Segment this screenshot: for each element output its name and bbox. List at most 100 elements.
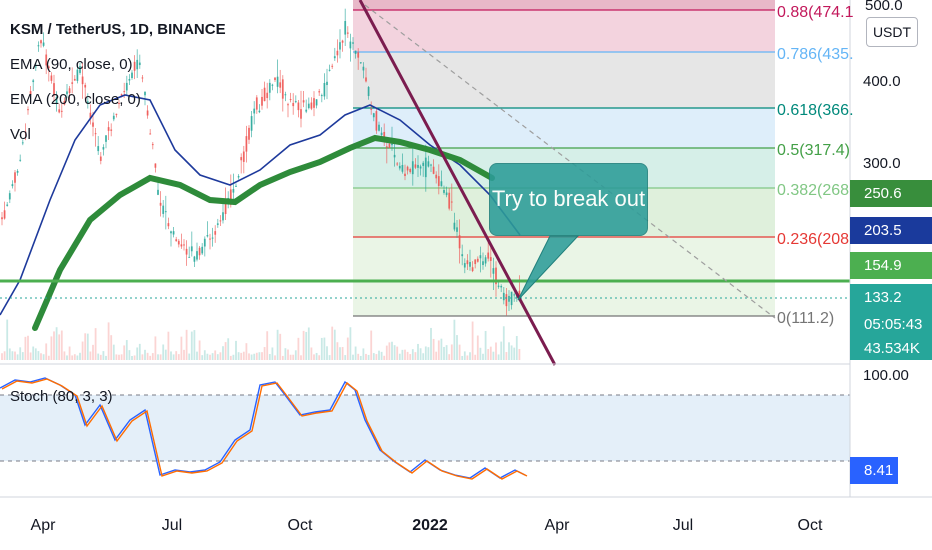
volume-bar [81,341,84,360]
badge-stoch-value: 8.41 [850,457,898,484]
candle-body [34,66,37,68]
candle-body [201,246,204,254]
volume-bar [489,346,492,360]
volume-bar [219,352,222,360]
volume-bar [320,337,323,360]
volume-bar [443,346,445,360]
volume-bar [406,351,409,360]
volume-bar [198,340,201,360]
fib-zone-0 [353,10,775,52]
volume-bar [435,351,438,360]
fib-zone-1 [353,52,775,108]
fib-label-2: 0.618(366. [777,102,854,119]
volume-bar [474,354,477,360]
volume-bar [151,353,154,360]
volume-bar [235,340,237,360]
candle-body [289,99,292,101]
candle-body [482,261,484,266]
candle-body [489,257,492,261]
candle-body [107,127,110,131]
volume-bar [3,351,6,360]
candle-body [40,40,42,44]
candle-body [505,294,508,307]
volume-bar [164,349,167,360]
volume-bar [430,327,432,360]
volume-bar [518,348,521,360]
candle-body [359,62,362,64]
candle-body [248,127,250,140]
candle-body [370,108,373,110]
volume-bar [94,328,97,360]
volume-bar [42,354,45,360]
candle-body [271,84,274,86]
candle-body [105,135,107,142]
volume-bar [440,338,443,360]
candle-body [422,162,425,166]
volume-bar [144,349,146,360]
volume-bar [222,346,224,360]
volume-bar [133,355,136,360]
candle-body [513,294,516,296]
stoch-d-line [1,378,528,480]
candle-body [8,193,11,200]
volume-bar [328,355,331,360]
currency-button[interactable]: USDT [866,17,918,47]
volume-bar [203,350,206,360]
candle-body [461,254,464,257]
candle-body [128,79,131,81]
volume-bar [120,354,123,360]
ema-200-line [32,134,495,331]
volume-bar [227,338,230,360]
candle-body [172,231,175,235]
candle-body [175,239,178,242]
volume-bar [362,348,365,360]
candle-body [440,181,443,187]
candle-body [354,50,357,54]
volume-bars [1,319,521,360]
candle-body [151,144,154,146]
fib-label-1: 0.786(435. [777,46,854,63]
volume-bar [209,354,211,360]
volume-bar [352,354,354,360]
candle-body [214,231,217,235]
volume-bar [307,327,310,360]
candle-body [331,65,334,67]
candle-body [237,176,240,178]
volume-bar [318,355,321,360]
candle-body [300,109,302,119]
volume-bar [138,343,141,360]
volume-bar [515,336,518,360]
volume-bar [432,338,435,360]
candle-body [310,102,313,109]
volume-bar [297,337,300,360]
volume-bar [11,351,14,360]
volume-bar [237,352,240,360]
candle-body [123,91,126,93]
stoch-band [0,395,850,461]
candle-body [37,45,40,47]
time-tick-5: Jul [673,517,693,534]
candle-body [255,97,258,110]
volume-bar [45,343,48,360]
candle-body [367,87,370,97]
volume-bar [89,351,92,360]
volume-bar [453,319,456,360]
candle-body [177,240,180,245]
candle-body [318,91,321,93]
volume-bar [492,351,495,360]
candle-body [66,91,68,95]
candle-body [250,116,253,131]
candle-body [167,223,170,227]
volume-bar [136,347,139,360]
volume-bar [409,354,412,360]
candle-body [170,231,172,234]
volume-bar [37,351,40,360]
candle-body [484,257,487,264]
volume-bar [50,336,53,360]
candle-body [42,42,45,46]
candle-body [508,295,510,302]
annotation-callout[interactable]: Try to break out [489,163,648,236]
fib-label-5: 0.236(208. [777,231,854,248]
volume-bar [248,353,250,360]
